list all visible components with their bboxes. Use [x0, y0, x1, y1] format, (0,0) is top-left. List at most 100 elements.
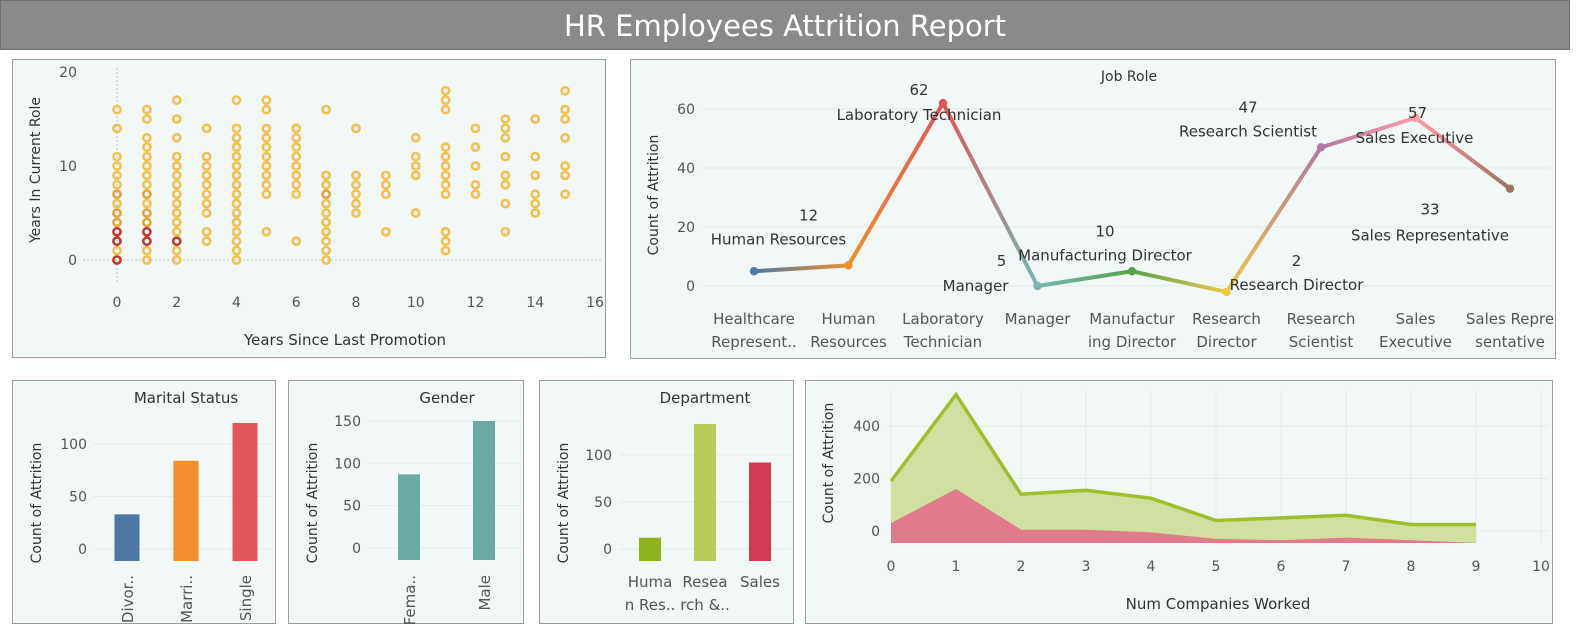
- x-tick-label: 2: [1017, 559, 1026, 575]
- scatter-point: [231, 226, 242, 237]
- line-point: [938, 98, 948, 108]
- scatter-point: [380, 226, 391, 237]
- x-tick-label: 4: [1147, 559, 1156, 575]
- x-tick-label: Male: [476, 575, 494, 611]
- scatter-point: [291, 151, 302, 162]
- scatter-point: [141, 179, 152, 190]
- scatter-point: [231, 245, 242, 256]
- scatter-point: [171, 217, 182, 228]
- scatter-point: [171, 95, 182, 106]
- bar: [173, 460, 199, 561]
- scatter-point: [231, 123, 242, 134]
- dashboard-title: HR Employees Attrition Report: [563, 9, 1007, 43]
- scatter-point: [380, 170, 391, 181]
- scatter-point: [291, 236, 302, 247]
- scatter-point: [351, 189, 361, 200]
- line-segment: [1224, 145, 1323, 294]
- scatter-point: [291, 179, 302, 190]
- scatter-point: [321, 179, 332, 190]
- y-axis-label: Years In Current Role: [28, 97, 44, 244]
- area-attrition-fill: [891, 489, 1476, 543]
- line-segment: [1035, 269, 1134, 288]
- scatter-point: [440, 142, 451, 153]
- y-tick-label: 0: [871, 524, 880, 540]
- scatter-point: [321, 236, 332, 247]
- x-tick-label: 8: [352, 295, 361, 311]
- x-tick-label: 10: [407, 295, 425, 311]
- x-tick-label: Single: [237, 575, 255, 621]
- scatter-point: [112, 104, 122, 115]
- data-value-label: 33: [1420, 201, 1439, 219]
- scatter-point: [321, 104, 332, 115]
- scatter-point: [351, 123, 361, 134]
- scatter-point: [171, 161, 182, 171]
- scatter-point: [171, 114, 182, 124]
- data-value-label: 12: [799, 206, 818, 224]
- scatter-point: [201, 226, 212, 237]
- y-tick-label: 100: [60, 437, 87, 453]
- scatter-point: [530, 151, 541, 162]
- x-tick-label: Divor..: [119, 575, 137, 623]
- chart-title: Marital Status: [134, 389, 238, 407]
- scatter-point: [321, 217, 332, 228]
- scatter-point: [141, 142, 152, 153]
- scatter-point: [351, 208, 361, 218]
- scatter-point: [141, 104, 152, 115]
- scatter-point: [291, 161, 302, 171]
- scatter-point: [440, 104, 451, 115]
- x-tick-label: Manufactur: [1089, 310, 1175, 328]
- x-tick-label: 9: [1472, 559, 1481, 575]
- line-point: [749, 267, 759, 276]
- scatter-point: [141, 217, 152, 228]
- scatter-point: [171, 189, 182, 200]
- x-tick-label: 12: [467, 295, 485, 311]
- scatter-point: [560, 189, 571, 200]
- scatter-point: [560, 104, 571, 115]
- scatter-point: [201, 179, 212, 190]
- scatter-point: [201, 198, 212, 209]
- x-tick-label: ing Director: [1088, 333, 1177, 351]
- scatter-point: [291, 123, 302, 134]
- scatter-point: [530, 198, 541, 209]
- scatter-panel: 0 10 20 0 2 4 6 8 10 12 14 16 Years Since Last Promo…: [12, 59, 606, 358]
- scatter-point: [112, 189, 122, 200]
- x-tick-label: 16: [586, 295, 604, 311]
- scatter-point: [470, 179, 481, 190]
- bar: [749, 462, 771, 561]
- scatter-chart: 0 10 20 0 2 4 6 8 10 12 14 16 Years Since Last Promo…: [28, 65, 604, 349]
- scatter-point: [112, 179, 122, 190]
- x-tick-label: 1: [952, 559, 961, 575]
- y-tick-label: 10: [59, 159, 77, 175]
- x-axis-label: Num Companies Worked: [1126, 595, 1311, 613]
- num-companies-area-chart: 0 1 2 3 4 5 6 7 8 9 10 0 200 400 Num Companies Worked C…: [821, 391, 1550, 613]
- line-point: [1411, 113, 1420, 123]
- scatter-point: [440, 151, 451, 162]
- line-segment: [1413, 115, 1512, 191]
- scatter-point: [530, 170, 541, 181]
- scatter-point: [112, 236, 122, 247]
- x-tick-label: 3: [1082, 559, 1091, 575]
- scatter-point: [141, 151, 152, 162]
- line-point: [1505, 184, 1515, 193]
- x-tick-label: Manager: [1005, 310, 1072, 328]
- scatter-point: [141, 226, 152, 237]
- x-tick-label: 2: [172, 295, 181, 311]
- data-name-label: Manager: [943, 277, 1010, 295]
- x-tick-label: Human: [821, 310, 875, 328]
- scatter-point: [351, 198, 361, 209]
- x-tick-label: Fema..: [401, 575, 419, 625]
- x-tick-label: 6: [292, 295, 301, 311]
- y-tick-label: 100: [585, 448, 612, 464]
- department-bar-chart: Department 0 50 100 Count of Attrition Huma n …: [556, 389, 790, 614]
- scatter-point: [171, 226, 182, 237]
- scatter-point: [261, 226, 272, 237]
- scatter-point: [321, 245, 332, 256]
- x-tick-label: Laboratory: [902, 310, 984, 328]
- scatter-point: [112, 123, 122, 134]
- data-name-label: Sales Representative: [1351, 227, 1509, 245]
- data-name-label: Manufacturing Director: [1018, 246, 1192, 264]
- scatter-point: [261, 132, 272, 143]
- x-tick-label: Huma: [628, 573, 673, 591]
- y-tick-label: 50: [343, 499, 361, 515]
- chart-title: Job Role: [1100, 69, 1157, 85]
